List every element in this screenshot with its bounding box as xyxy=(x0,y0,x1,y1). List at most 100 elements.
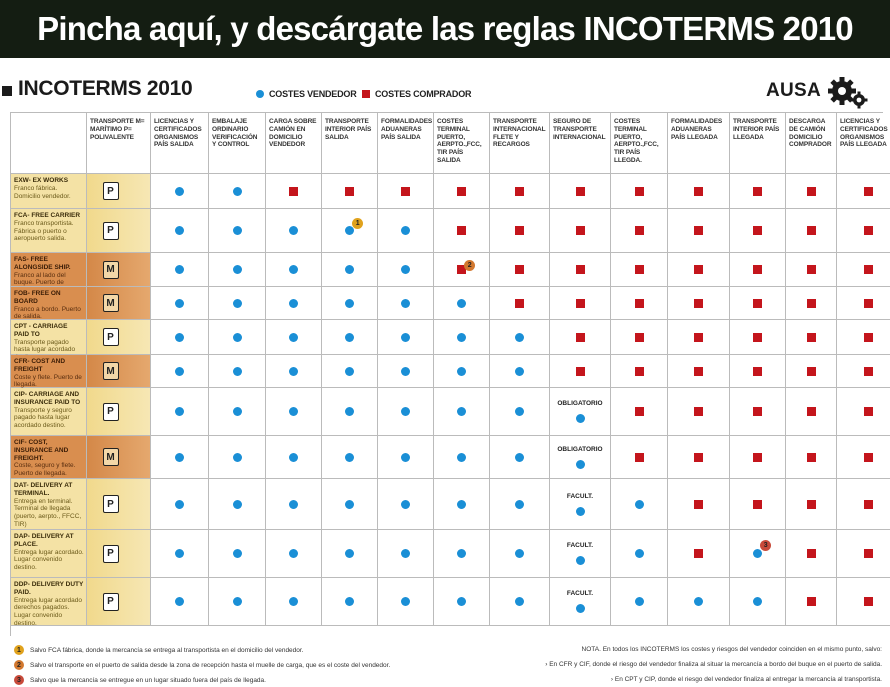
seller-cost-dot-icon xyxy=(345,499,354,509)
buyer-cost-square-icon xyxy=(753,407,762,416)
buyer-cost-square-icon xyxy=(634,226,644,235)
cost-cell xyxy=(837,530,890,578)
column-header: LICENCIAS Y CERTIFICADOS ORGANISMOS PAÍS… xyxy=(837,113,890,174)
buyer-cost-square-icon xyxy=(863,366,873,376)
cost-cell xyxy=(209,388,266,436)
buyer-cost-square-icon xyxy=(694,332,703,342)
seller-cost-dot-icon xyxy=(457,332,466,342)
cost-cell xyxy=(490,578,550,626)
incoterm-code: FAS- FREE ALONGSIDE SHIP. xyxy=(14,256,71,271)
buyer-cost-square-icon xyxy=(515,226,524,235)
note-badge: 3 xyxy=(760,540,772,552)
column-header: DESCARGA DE CAMIÓN DOMICILIO COMPRADOR xyxy=(786,113,837,174)
cost-cell xyxy=(550,287,611,320)
buyer-cost-square-icon xyxy=(515,265,524,274)
legend-buyer-label: COSTES COMPRADOR xyxy=(375,89,472,99)
buyer-cost-square-icon xyxy=(575,186,585,196)
buyer-cost-square-icon xyxy=(694,452,703,462)
buyer-cost-square-icon xyxy=(575,298,585,308)
seller-cost-dot-icon xyxy=(232,499,242,509)
buyer-cost-square-icon xyxy=(575,332,585,342)
buyer-cost-square-icon xyxy=(634,452,644,462)
cost-cell xyxy=(730,287,786,320)
buyer-cost-square-icon xyxy=(863,407,873,416)
buyer-cost-square-icon xyxy=(753,186,762,196)
incoterm-label: FAS- FREE ALONGSIDE SHIP. Franco al lado … xyxy=(11,253,87,294)
seller-cost-dot-icon xyxy=(515,597,524,606)
legend-seller: COSTES VENDEDOR xyxy=(256,89,357,99)
buyer-cost-square-icon xyxy=(806,226,816,235)
cost-cell xyxy=(550,355,611,388)
cost-cell xyxy=(837,436,890,479)
cost-cell xyxy=(434,209,490,253)
seller-cost-dot-icon xyxy=(232,452,242,462)
cost-cell xyxy=(209,287,266,320)
seller-cost-dot-icon xyxy=(634,597,644,606)
buyer-cost-square-icon xyxy=(863,549,873,558)
seller-cost-dot-icon xyxy=(289,597,298,606)
column-header: TRANSPORTE INTERIOR PAÍS LLEGADA xyxy=(730,113,786,174)
seller-cost-dot-icon xyxy=(634,499,644,509)
cost-cell xyxy=(209,530,266,578)
insurance-tag: FACULT. xyxy=(566,590,594,597)
legend-buyer: COSTES COMPRADOR xyxy=(362,89,472,99)
cost-cell xyxy=(490,388,550,436)
cost-cell xyxy=(786,578,837,626)
column-header: FORMALIDADES ADUANERAS PAÍS LLEGADA xyxy=(668,113,730,174)
cost-cell xyxy=(151,209,209,253)
cost-cell xyxy=(266,355,322,388)
multimodal-badge: P xyxy=(102,495,119,513)
note-badge: 2 xyxy=(14,660,24,670)
download-rules-banner[interactable]: Pincha aquí, y descárgate las reglas INC… xyxy=(0,0,890,58)
seller-cost-dot-icon xyxy=(289,366,298,376)
cost-cell xyxy=(266,436,322,479)
buyer-cost-square-icon xyxy=(753,366,762,376)
buyer-cost-square-icon xyxy=(753,298,762,308)
cost-cell xyxy=(730,320,786,355)
incoterm-code: FCA- FREE CARRIER xyxy=(14,212,81,219)
seller-cost-dot-icon xyxy=(753,597,762,606)
seller-cost-dot-icon xyxy=(175,499,184,509)
seller-cost-dot-icon xyxy=(345,298,354,308)
seller-cost-dot-icon xyxy=(232,265,242,274)
multimodal-badge: P xyxy=(102,592,119,611)
seller-cost-dot-icon xyxy=(515,452,524,462)
cost-cell xyxy=(378,578,434,626)
seller-cost-dot-icon xyxy=(289,226,298,235)
buyer-cost-square-icon xyxy=(457,186,466,196)
seller-cost-dot-icon xyxy=(753,549,762,558)
cost-cell xyxy=(730,388,786,436)
buyer-cost-square-icon xyxy=(806,265,816,274)
buyer-cost-square-icon xyxy=(863,226,873,235)
note-main: NOTA. En todos los INCOTERMS los costes … xyxy=(581,646,882,653)
seller-cost-dot-icon xyxy=(289,265,298,274)
seller-cost-dot-icon xyxy=(457,366,466,376)
cost-cell xyxy=(434,530,490,578)
cost-cell xyxy=(322,436,378,479)
cost-cell xyxy=(611,287,668,320)
column-header: TRANSPORTE INTERIOR PAÍS SALIDA xyxy=(322,113,378,174)
incoterm-label: CIP- CARRIAGE AND INSURANCE PAID TO Trans… xyxy=(11,388,87,436)
seller-cost-dot-icon xyxy=(457,597,466,606)
cost-cell xyxy=(434,436,490,479)
cost-cell xyxy=(786,355,837,388)
cost-cell xyxy=(730,355,786,388)
seller-cost-dot-icon xyxy=(175,407,184,416)
red-square-icon xyxy=(362,90,370,98)
cost-cell xyxy=(611,436,668,479)
seller-cost-dot-icon xyxy=(575,414,585,423)
cost-cell xyxy=(322,174,378,209)
cost-cell xyxy=(209,174,266,209)
cost-cell xyxy=(151,436,209,479)
seller-cost-dot-icon xyxy=(345,452,354,462)
seller-cost-dot-icon xyxy=(175,597,184,606)
incoterm-label: DAP- DELIVERY AT PLACE. Entrega lugar aco… xyxy=(11,530,87,578)
transport-mode: P xyxy=(87,320,151,355)
seller-cost-dot-icon xyxy=(289,298,298,308)
incoterm-code: CFR- COST AND FREIGHT xyxy=(14,358,66,373)
seller-cost-dot-icon xyxy=(401,298,410,308)
cost-cell xyxy=(668,174,730,209)
multimodal-badge: P xyxy=(102,221,119,240)
footnote-1: 1 Salvo FCA fábrica, donde la mercancía s… xyxy=(14,645,304,655)
cost-cell xyxy=(837,479,890,530)
